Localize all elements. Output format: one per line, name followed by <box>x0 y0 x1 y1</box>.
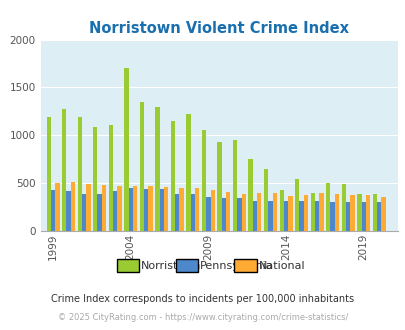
Text: © 2025 CityRating.com - https://www.cityrating.com/crime-statistics/: © 2025 CityRating.com - https://www.city… <box>58 313 347 322</box>
Bar <box>298 201 303 231</box>
Bar <box>272 193 276 231</box>
Bar <box>77 117 82 231</box>
Bar <box>365 195 369 231</box>
Bar <box>175 194 179 231</box>
Bar <box>148 186 152 231</box>
Bar <box>102 185 106 231</box>
Bar <box>139 102 144 231</box>
Bar <box>124 68 128 231</box>
Bar <box>179 188 183 231</box>
Bar <box>318 193 323 231</box>
Bar <box>279 190 283 231</box>
Bar <box>132 186 137 231</box>
Text: Crime Index corresponds to incidents per 100,000 inhabitants: Crime Index corresponds to incidents per… <box>51 294 354 304</box>
Bar <box>263 169 268 231</box>
Bar <box>268 201 272 231</box>
Bar <box>97 194 102 231</box>
Bar <box>372 194 376 231</box>
Bar <box>186 114 190 231</box>
Bar <box>334 194 338 231</box>
Bar <box>144 189 148 231</box>
Bar <box>117 186 121 231</box>
Bar <box>51 190 55 231</box>
Bar <box>171 121 175 231</box>
Bar <box>310 193 314 231</box>
Bar <box>294 179 298 231</box>
Bar <box>241 194 245 231</box>
Bar <box>248 159 252 231</box>
Bar <box>303 195 307 231</box>
Bar <box>221 197 226 231</box>
Bar <box>232 140 237 231</box>
Bar <box>350 195 354 231</box>
Title: Norristown Violent Crime Index: Norristown Violent Crime Index <box>89 21 348 36</box>
Bar <box>201 130 206 231</box>
Bar <box>341 184 345 231</box>
Bar <box>164 187 168 231</box>
Bar <box>380 197 385 231</box>
Bar <box>70 182 75 231</box>
Bar <box>217 142 221 231</box>
Bar <box>86 184 90 231</box>
Bar <box>252 201 256 231</box>
Bar <box>55 183 60 231</box>
Bar <box>82 194 86 231</box>
Bar <box>109 125 113 231</box>
Bar <box>47 117 51 231</box>
Bar <box>226 192 230 231</box>
Bar <box>159 189 164 231</box>
Bar <box>206 197 210 231</box>
Bar <box>210 190 214 231</box>
Bar <box>113 191 117 231</box>
Bar <box>190 194 194 231</box>
Bar <box>345 202 350 231</box>
Bar <box>360 202 365 231</box>
Bar <box>93 127 97 231</box>
Bar <box>66 191 70 231</box>
Bar <box>237 198 241 231</box>
Bar <box>128 188 132 231</box>
Text: Norristown: Norristown <box>141 261 201 271</box>
Bar <box>314 201 318 231</box>
Bar <box>356 194 360 231</box>
Bar <box>376 202 380 231</box>
Text: Pennsylvania: Pennsylvania <box>199 261 273 271</box>
Bar <box>62 110 66 231</box>
Bar <box>194 188 199 231</box>
Bar <box>288 196 292 231</box>
Bar <box>330 202 334 231</box>
Bar <box>155 107 159 231</box>
Bar <box>325 183 330 231</box>
Text: National: National <box>258 261 305 271</box>
Bar <box>256 193 261 231</box>
Bar <box>283 201 288 231</box>
